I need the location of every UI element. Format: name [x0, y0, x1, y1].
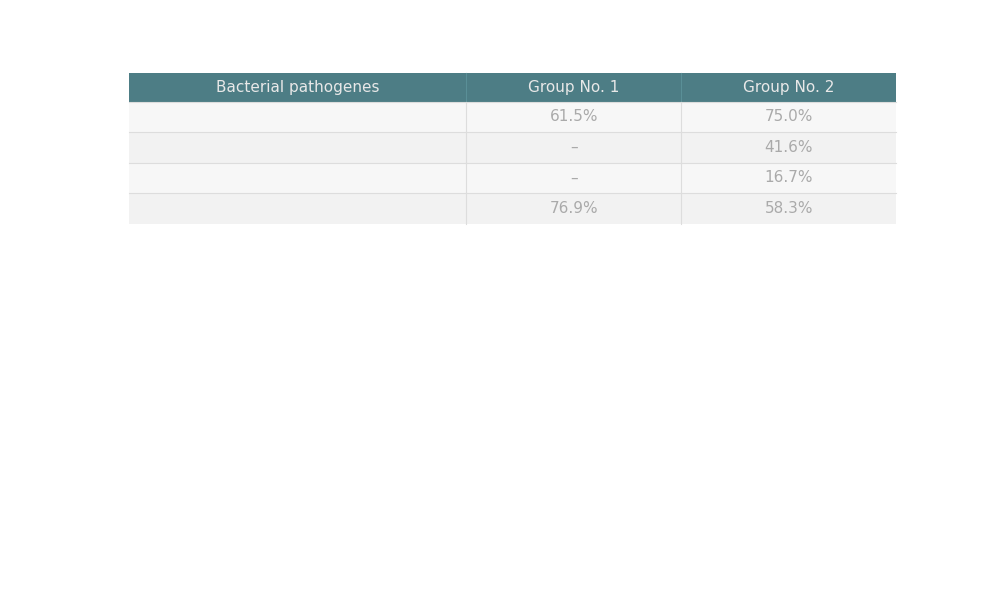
Text: 76.9%: 76.9%	[550, 201, 598, 216]
Text: 41.6%: 41.6%	[764, 140, 813, 155]
FancyBboxPatch shape	[466, 193, 681, 224]
FancyBboxPatch shape	[129, 101, 466, 132]
FancyBboxPatch shape	[681, 132, 896, 163]
FancyBboxPatch shape	[129, 193, 466, 224]
FancyBboxPatch shape	[466, 101, 681, 132]
Text: 61.5%: 61.5%	[550, 109, 598, 124]
Text: Group No. 2: Group No. 2	[743, 80, 834, 95]
Text: 58.3%: 58.3%	[764, 201, 813, 216]
FancyBboxPatch shape	[466, 73, 681, 101]
Text: –: –	[570, 140, 578, 155]
FancyBboxPatch shape	[681, 163, 896, 193]
FancyBboxPatch shape	[681, 73, 896, 101]
Text: 75.0%: 75.0%	[765, 109, 813, 124]
Text: Group No. 1: Group No. 1	[528, 80, 620, 95]
FancyBboxPatch shape	[681, 101, 896, 132]
FancyBboxPatch shape	[129, 163, 466, 193]
FancyBboxPatch shape	[466, 163, 681, 193]
FancyBboxPatch shape	[129, 132, 466, 163]
FancyBboxPatch shape	[129, 73, 466, 101]
Text: 16.7%: 16.7%	[764, 170, 813, 185]
FancyBboxPatch shape	[466, 132, 681, 163]
Text: –: –	[570, 170, 578, 185]
Text: Bacterial pathogenes: Bacterial pathogenes	[216, 80, 379, 95]
FancyBboxPatch shape	[681, 193, 896, 224]
